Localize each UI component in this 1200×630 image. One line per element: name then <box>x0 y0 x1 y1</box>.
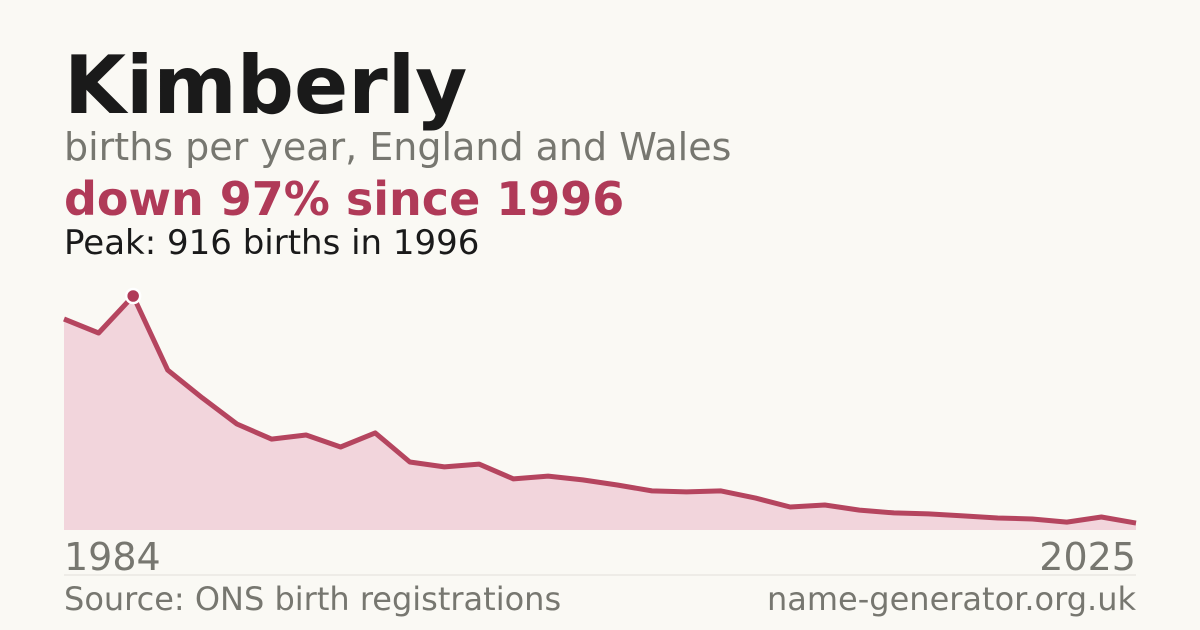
headline: down 97% since 1996 <box>64 172 624 226</box>
source: Source: ONS birth registrations <box>64 580 561 618</box>
line <box>63 293 1137 526</box>
peak-marker <box>124 287 142 305</box>
peak-note: Peak: 916 births in 1996 <box>64 223 479 263</box>
area <box>64 296 1136 530</box>
x-tick-label: 2025 <box>1039 535 1136 579</box>
chart-title: Kimberly <box>64 39 467 132</box>
site: name-generator.org.uk <box>767 580 1136 618</box>
subtitle: births per year, England and Wales <box>64 125 731 169</box>
x-tick-label: 1984 <box>64 535 161 579</box>
